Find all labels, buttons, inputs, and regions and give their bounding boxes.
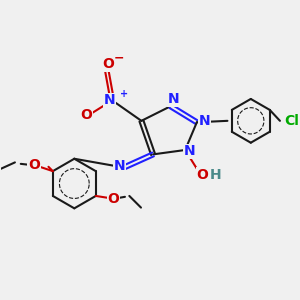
Text: O: O xyxy=(80,108,92,122)
Text: O: O xyxy=(107,192,119,206)
Text: Cl: Cl xyxy=(284,114,299,128)
Text: H: H xyxy=(210,168,222,182)
Text: N: N xyxy=(184,145,195,158)
Text: +: + xyxy=(119,89,128,99)
Text: N: N xyxy=(103,93,115,107)
Text: N: N xyxy=(198,114,210,128)
Text: N: N xyxy=(114,159,125,173)
Text: N: N xyxy=(168,92,179,106)
Text: O: O xyxy=(28,158,40,172)
Text: −: − xyxy=(114,51,124,64)
Text: O: O xyxy=(102,57,114,71)
Text: O: O xyxy=(197,168,208,182)
